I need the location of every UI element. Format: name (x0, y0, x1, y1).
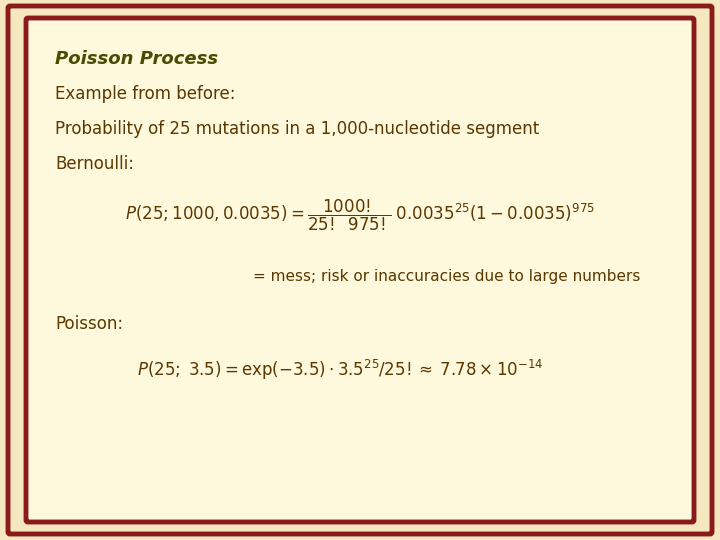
Text: $P(25;\;3.5) = \mathrm{exp}(-3.5)\cdot 3.5^{25}/25! \approx \; 7.78\times10^{-14: $P(25;\;3.5) = \mathrm{exp}(-3.5)\cdot 3… (137, 358, 543, 382)
FancyBboxPatch shape (26, 18, 694, 522)
Text: = mess; risk or inaccuracies due to large numbers: = mess; risk or inaccuracies due to larg… (253, 269, 640, 285)
Text: Poisson:: Poisson: (55, 315, 123, 333)
Text: $P(25;1000,0.0035) = \dfrac{1000!}{25!\;\;975!}\;0.0035^{25}(1-0.0035)^{975}$: $P(25;1000,0.0035) = \dfrac{1000!}{25!\;… (125, 198, 595, 233)
Text: Probability of 25 mutations in a 1,000-nucleotide segment: Probability of 25 mutations in a 1,000-n… (55, 120, 539, 138)
Text: Bernoulli:: Bernoulli: (55, 155, 134, 173)
Text: Example from before:: Example from before: (55, 85, 235, 103)
Text: Poisson Process: Poisson Process (55, 50, 218, 68)
